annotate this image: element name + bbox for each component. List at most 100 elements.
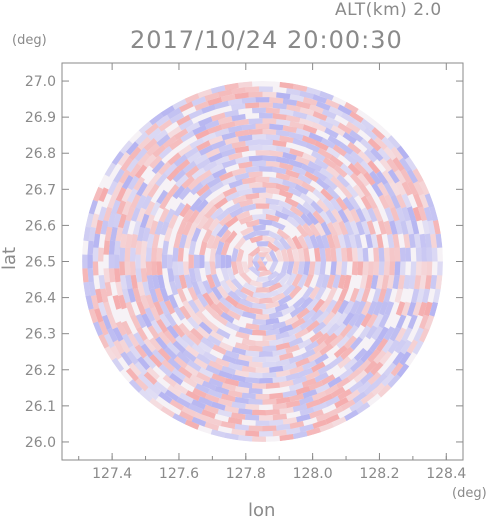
velocity-cell — [211, 234, 222, 250]
velocity-cell — [191, 227, 202, 243]
velocity-cell — [373, 247, 380, 262]
velocity-cell — [248, 307, 263, 315]
velocity-cell — [423, 206, 433, 222]
velocity-cell — [326, 286, 338, 302]
velocity-cell — [267, 241, 280, 253]
velocity-cell — [137, 372, 152, 387]
velocity-cell — [308, 286, 321, 301]
velocity-cell — [286, 273, 298, 287]
velocity-cell — [312, 94, 328, 104]
velocity-cell — [286, 88, 301, 96]
velocity-cell — [262, 181, 277, 189]
velocity-cell — [199, 254, 205, 269]
velocity-cell — [216, 301, 230, 315]
velocity-cell — [187, 209, 200, 224]
velocity-cell — [216, 328, 231, 340]
velocity-cell — [314, 371, 329, 383]
velocity-cell — [362, 261, 369, 276]
velocity-cell — [128, 379, 143, 393]
velocity-cell — [337, 122, 353, 135]
velocity-cell — [103, 206, 113, 222]
velocity-cell — [130, 233, 138, 249]
velocity-cell — [378, 313, 390, 329]
velocity-cell — [151, 349, 165, 363]
velocity-cell — [295, 155, 310, 166]
y-tick-label: 26.5 — [25, 255, 56, 271]
velocity-cell — [121, 333, 134, 349]
velocity-cell — [156, 189, 169, 205]
velocity-cell — [238, 298, 254, 309]
velocity-cell — [195, 199, 209, 213]
velocity-cell — [272, 348, 287, 357]
velocity-cell — [330, 247, 337, 262]
velocity-cell — [215, 240, 225, 256]
velocity-cell — [337, 356, 352, 369]
velocity-cell — [401, 193, 412, 209]
velocity-cell — [360, 195, 373, 210]
velocity-cell — [394, 169, 407, 184]
velocity-cell — [134, 164, 148, 179]
velocity-cell — [230, 261, 239, 276]
velocity-cell — [321, 108, 337, 120]
velocity-cell — [166, 167, 180, 182]
velocity-cell — [173, 128, 189, 141]
velocity-cell — [332, 274, 341, 289]
velocity-cell — [329, 154, 344, 168]
velocity-cell — [349, 172, 364, 187]
velocity-cell — [414, 233, 422, 248]
velocity-cell — [311, 121, 327, 133]
velocity-cell — [365, 325, 378, 340]
velocity-cell — [228, 152, 243, 161]
velocity-cell — [412, 301, 422, 317]
velocity-cell — [282, 334, 297, 344]
velocity-cell — [194, 412, 210, 423]
velocity-cell — [234, 118, 249, 127]
velocity-cell — [188, 108, 204, 120]
velocity-cell — [268, 203, 284, 212]
velocity-cell — [139, 294, 150, 310]
velocity-cell — [275, 342, 291, 351]
velocity-cell — [365, 274, 374, 290]
altitude-label: ALT(km) 2.0 — [335, 0, 442, 20]
velocity-cell — [241, 338, 256, 347]
velocity-cell — [176, 397, 191, 409]
velocity-cell — [242, 230, 257, 241]
velocity-cell — [308, 261, 316, 276]
velocity-cell — [251, 356, 267, 363]
velocity-cell — [282, 98, 298, 106]
velocity-cell — [125, 141, 139, 156]
velocity-cell — [330, 334, 344, 348]
velocity-cell — [128, 362, 142, 377]
velocity-cell — [216, 208, 230, 222]
velocity-cell — [259, 351, 273, 357]
velocity-cell — [330, 124, 346, 137]
velocity-cell — [376, 233, 384, 249]
velocity-cell — [335, 196, 349, 211]
velocity-cell — [200, 174, 215, 187]
velocity-cell — [303, 247, 311, 262]
velocity-cell — [121, 174, 134, 190]
velocity-cell — [340, 346, 354, 360]
velocity-cell — [331, 208, 343, 223]
velocity-cell — [135, 313, 147, 329]
velocity-cell — [182, 349, 197, 363]
velocity-cell — [227, 98, 243, 106]
velocity-cell — [220, 311, 235, 324]
velocity-cell — [287, 186, 303, 198]
velocity-cell — [306, 427, 321, 437]
velocity-cell — [208, 360, 223, 371]
velocity-cell — [274, 210, 290, 221]
velocity-cell — [265, 355, 281, 363]
velocity-cell — [265, 409, 280, 416]
velocity-cell — [167, 214, 179, 229]
velocity-cell — [415, 247, 422, 262]
velocity-cell — [419, 193, 429, 209]
velocity-cell — [226, 202, 241, 214]
velocity-cell — [399, 261, 406, 276]
velocity-cell — [324, 247, 332, 262]
velocity-cell — [435, 233, 443, 248]
velocity-cell — [161, 254, 168, 269]
velocity-cell — [178, 119, 194, 131]
velocity-cell — [249, 234, 263, 244]
velocity-cell — [126, 188, 138, 203]
